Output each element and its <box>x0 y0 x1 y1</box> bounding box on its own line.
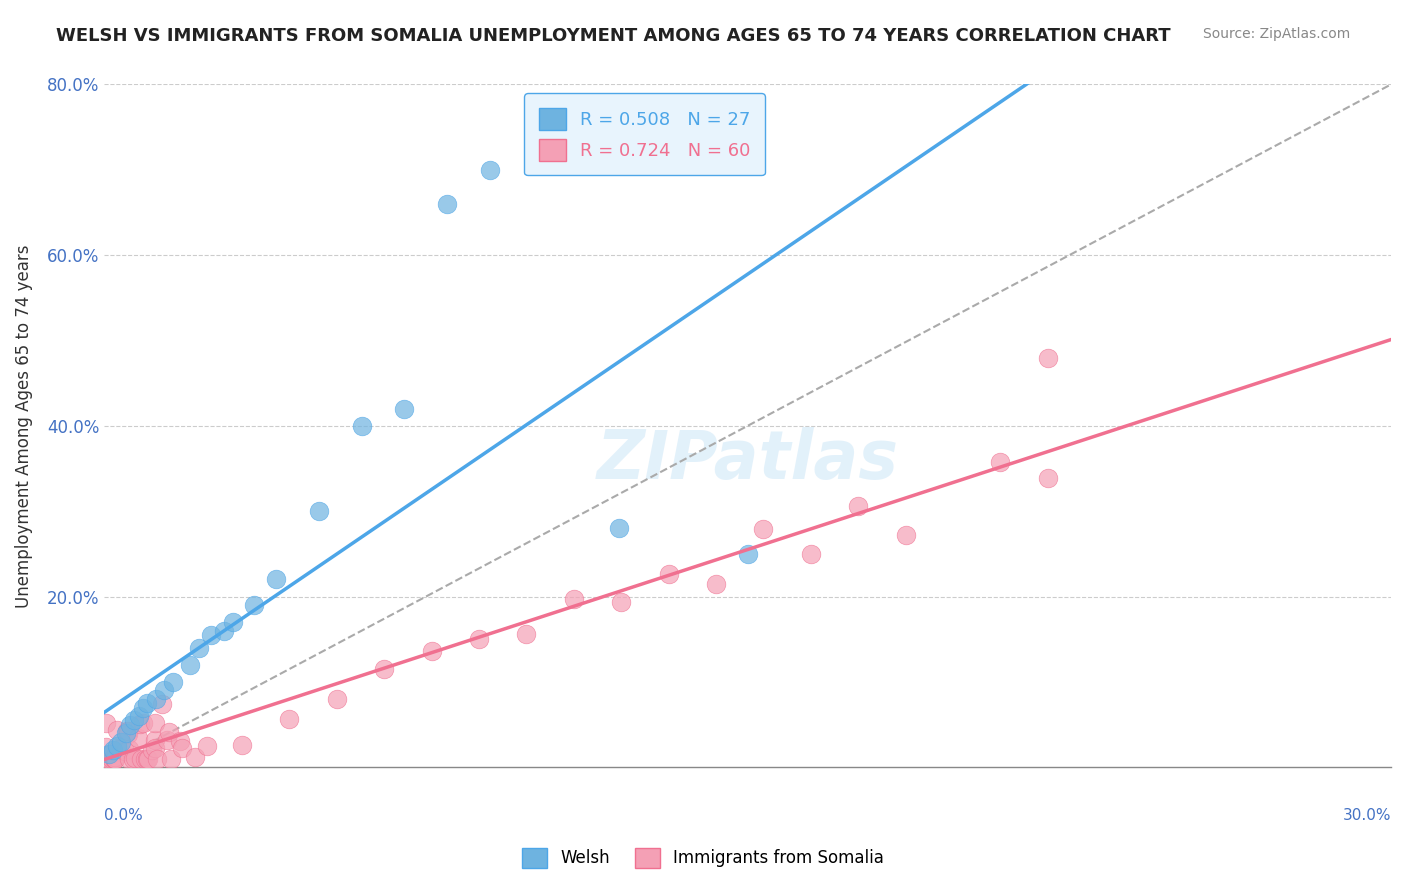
Point <box>153 683 176 698</box>
Point <box>308 504 330 518</box>
Point <box>420 643 443 657</box>
Point <box>94 715 117 730</box>
Point <box>114 726 136 740</box>
Point <box>129 752 152 766</box>
Text: 30.0%: 30.0% <box>1343 808 1391 823</box>
Point <box>129 717 152 731</box>
Point <box>187 640 209 655</box>
Point <box>100 752 122 766</box>
Point <box>1036 471 1059 485</box>
Point <box>326 692 349 706</box>
Point <box>515 626 537 640</box>
Point <box>134 752 156 766</box>
Point <box>160 752 183 766</box>
Point <box>127 731 149 746</box>
Point <box>114 744 136 758</box>
Text: ZIPatlas: ZIPatlas <box>596 427 898 493</box>
Point <box>136 752 159 766</box>
Point <box>169 734 191 748</box>
Point <box>143 733 166 747</box>
Point <box>231 738 253 752</box>
Point <box>128 709 150 723</box>
Point <box>141 743 163 757</box>
Point <box>894 528 917 542</box>
Point <box>105 723 128 738</box>
Point <box>394 401 416 416</box>
Point <box>103 752 125 766</box>
Legend: Welsh, Immigrants from Somalia: Welsh, Immigrants from Somalia <box>515 841 891 875</box>
Point <box>136 696 159 710</box>
Point <box>132 700 155 714</box>
Point <box>136 752 159 766</box>
Point <box>97 752 120 766</box>
Point <box>143 741 166 756</box>
Point <box>110 734 132 748</box>
Point <box>278 712 301 726</box>
Point <box>94 739 117 754</box>
Point <box>124 750 146 764</box>
Point <box>162 674 184 689</box>
Point <box>479 162 502 177</box>
Point <box>118 742 141 756</box>
Point <box>214 624 236 638</box>
Point <box>115 724 138 739</box>
Point <box>737 547 759 561</box>
Point <box>264 573 287 587</box>
Point <box>172 740 194 755</box>
Point <box>658 566 681 581</box>
Point <box>468 632 491 646</box>
Y-axis label: Unemployment Among Ages 65 to 74 years: Unemployment Among Ages 65 to 74 years <box>15 244 32 607</box>
Point <box>118 717 141 731</box>
Point <box>150 698 173 712</box>
Point <box>373 663 395 677</box>
Point <box>124 714 146 728</box>
Point <box>97 747 120 762</box>
Point <box>990 455 1012 469</box>
Point <box>195 739 218 753</box>
Point <box>243 598 266 612</box>
Point <box>200 628 222 642</box>
Point <box>100 747 122 761</box>
Point <box>350 418 373 433</box>
Point <box>156 732 179 747</box>
Point <box>121 752 143 766</box>
Point <box>145 716 167 731</box>
Point <box>800 547 823 561</box>
Point <box>222 615 245 629</box>
Point <box>105 739 128 753</box>
Legend: R = 0.508   N = 27, R = 0.724   N = 60: R = 0.508 N = 27, R = 0.724 N = 60 <box>524 94 765 176</box>
Point <box>104 750 127 764</box>
Point <box>118 752 141 766</box>
Point <box>436 197 458 211</box>
Point <box>704 576 727 591</box>
Text: Source: ZipAtlas.com: Source: ZipAtlas.com <box>1202 27 1350 41</box>
Point <box>96 752 118 766</box>
Point <box>101 743 124 757</box>
Point <box>132 715 155 730</box>
Point <box>183 750 205 764</box>
Text: WELSH VS IMMIGRANTS FROM SOMALIA UNEMPLOYMENT AMONG AGES 65 TO 74 YEARS CORRELAT: WELSH VS IMMIGRANTS FROM SOMALIA UNEMPLO… <box>56 27 1171 45</box>
Point <box>104 752 127 766</box>
Point <box>145 692 167 706</box>
Point <box>1036 351 1059 365</box>
Point <box>145 752 167 766</box>
Point <box>562 591 585 606</box>
Point <box>610 595 633 609</box>
Point <box>157 725 180 739</box>
Point <box>179 657 201 672</box>
Point <box>117 727 139 741</box>
Point <box>110 742 132 756</box>
Point <box>104 752 127 766</box>
Point <box>117 723 139 738</box>
Point <box>846 499 869 513</box>
Point <box>103 750 125 764</box>
Text: 0.0%: 0.0% <box>104 808 143 823</box>
Point <box>607 521 630 535</box>
Point <box>107 742 129 756</box>
Point <box>752 522 775 536</box>
